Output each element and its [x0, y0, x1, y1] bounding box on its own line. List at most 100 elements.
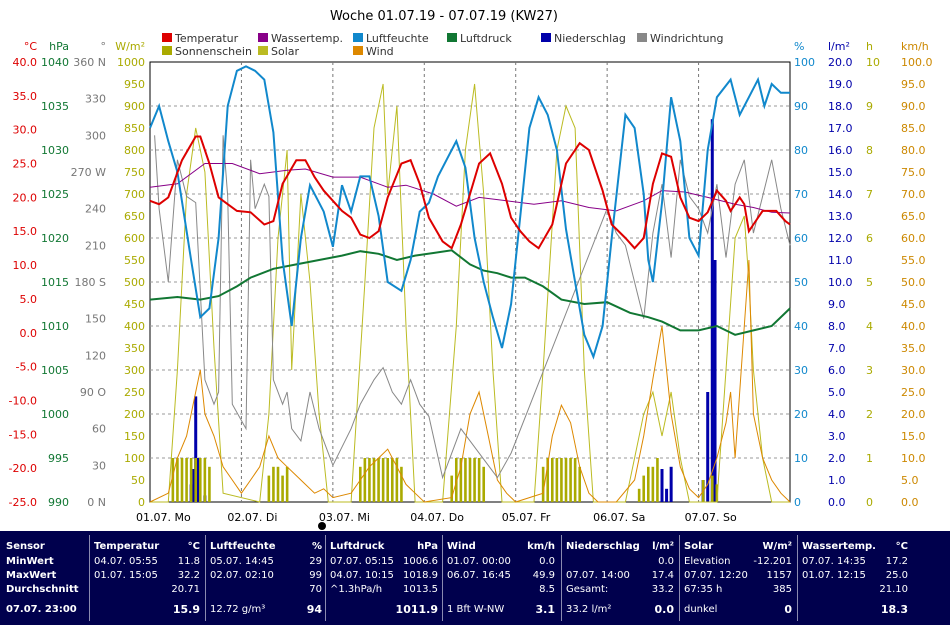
luftdruck-row-3-value: 1011.9 — [395, 603, 438, 616]
weather-chart: Woche 01.07.19 - 07.07.19 (KW27) Tempera… — [9, 9, 933, 530]
left-axis-tick-1-2: 1030 — [41, 144, 69, 157]
left-axis-tick-1-9: 995 — [48, 452, 69, 465]
temperatur-header: Temperatur — [94, 541, 160, 552]
panel-separator-solar — [679, 535, 680, 621]
right-axis-tick-0-3: 70 — [794, 188, 808, 201]
right-axis-tick-3-2: 90.0 — [901, 100, 926, 113]
left-axis-tick-1-3: 1025 — [41, 188, 69, 201]
left-axis-tick-3-8: 600 — [124, 232, 145, 245]
right-axis-tick-1-17: 3.0 — [828, 430, 846, 443]
left-axis-tick-1-6: 1010 — [41, 320, 69, 333]
left-axis-tick-3-14: 300 — [124, 364, 145, 377]
legend-swatch-5 — [637, 33, 647, 42]
legend-label-7: Solar — [271, 45, 300, 58]
panel-separator-temperatur — [89, 535, 90, 621]
bar-sonnenschein-33 — [546, 458, 550, 502]
x-label-0: 01.07. Mo — [136, 511, 191, 524]
right-axis-tick-3-3: 85.0 — [901, 122, 926, 135]
left-axis-tick-3-20: 0 — [138, 496, 145, 509]
wassertemp-column: Wassertemp. °C 07.07. 14:35 17.2 01.07. 12:1… — [802, 531, 908, 625]
solar-row-0-value: -12.201 — [753, 556, 792, 567]
temperatur-column: Temperatur °C 04.07. 05:55 11.8 01.07. 15:05… — [94, 531, 200, 625]
right-axis-tick-0-9: 10 — [794, 452, 808, 465]
panel-separator-wind — [442, 535, 443, 621]
left-axis-tick-3-5: 750 — [124, 166, 145, 179]
left-axis-tick-0-1: 35.0 — [13, 90, 38, 103]
wassertemp-row-0-value: 17.2 — [885, 556, 908, 567]
left-axis-tick-1-7: 1005 — [41, 364, 69, 377]
luftfeuchte-row-1-value: 99 — [309, 570, 322, 581]
bar-sonnenschein-18 — [377, 458, 380, 502]
left-axis-tick-3-3: 850 — [124, 122, 145, 135]
legend-label-5: Windrichtung — [650, 32, 723, 45]
bar-sonnenschein-39 — [573, 458, 577, 502]
luftdruck-header: Luftdruck — [330, 541, 385, 552]
solar-unit: W/m² — [762, 541, 792, 552]
right-axis-tick-1-11: 9.0 — [828, 298, 846, 311]
right-axis-tick-0-2: 80 — [794, 144, 808, 157]
right-axis-tick-1-16: 4.0 — [828, 408, 846, 421]
x-label-3: 04.07. Do — [410, 511, 464, 524]
bar-sonnenschein-22 — [395, 458, 399, 502]
bar-sonnenschein-23 — [400, 466, 403, 502]
bar-sonnenschein-6 — [198, 458, 202, 502]
bar-sonnenschein-8 — [208, 466, 211, 502]
bar-sonnenschein-37 — [564, 458, 568, 502]
left-axis-tick-0-0: 40.0 — [13, 56, 38, 69]
right-axis-tick-1-18: 2.0 — [828, 452, 846, 465]
left-axis-tick-3-18: 100 — [124, 452, 145, 465]
right-axis-tick-1-7: 13.0 — [828, 210, 853, 223]
bar-sonnenschein-35 — [555, 458, 559, 502]
right-axis-tick-2-7: 3 — [866, 364, 873, 377]
temperatur-row-0-label: 04.07. 05:55 — [94, 556, 158, 567]
sensor-row-avg: Durchschnitt — [6, 584, 79, 595]
left-axis-tick-2-4: 240 — [85, 203, 106, 216]
right-axis-tick-0-6: 40 — [794, 320, 808, 333]
bar-sonnenschein-36 — [560, 458, 563, 502]
bar-sonnenschein-30 — [477, 458, 481, 502]
bar-sonnenschein-3 — [185, 458, 188, 502]
bar-niederschlag-7 — [665, 488, 669, 502]
right-axis-tick-2-4: 6 — [866, 232, 873, 245]
left-axis-tick-1-5: 1015 — [41, 276, 69, 289]
right-axis-tick-1-10: 10.0 — [828, 276, 853, 289]
temperatur-row-3-value: 15.9 — [172, 603, 200, 616]
bar-sonnenschein-34 — [550, 458, 554, 502]
wind-row-1-label: 06.07. 16:45 — [447, 570, 511, 581]
niederschlag-row-2-label: Gesamt: — [566, 584, 609, 595]
right-axis-tick-2-9: 1 — [866, 452, 873, 465]
niederschlag-row-2-value: 33.2 — [651, 584, 674, 595]
wind-row-1-value: 49.9 — [532, 570, 555, 581]
wassertemp-unit: °C — [895, 541, 908, 552]
niederschlag-row-3-label: 33.2 l/m² — [566, 604, 612, 615]
bar-sonnenschein-41 — [637, 488, 641, 502]
line-luftfeuchte — [149, 65, 790, 360]
left-axis-tick-2-11: 30 — [92, 459, 106, 472]
solar-column: Solar W/m² Elevation -12.201 07.07. 12:20 115… — [684, 531, 792, 625]
panel-separator-wassertemp — [797, 535, 798, 621]
right-axis-tick-3-1: 95.0 — [901, 78, 926, 91]
solar-row-0-label: Elevation — [684, 556, 731, 567]
wassertemp-row-0-label: 07.07. 14:35 — [802, 556, 866, 567]
right-axis-tick-2-5: 5 — [866, 276, 873, 289]
solar-row-3-value: 0 — [784, 603, 792, 616]
bar-sonnenschein-43 — [646, 466, 650, 502]
bar-niederschlag-12 — [713, 260, 717, 502]
left-axis-tick-0-2: 30.0 — [13, 124, 38, 137]
left-axis-tick-1-10: 990 — [48, 496, 69, 509]
left-axis-tick-1-4: 1020 — [41, 232, 69, 245]
legend-swatch-1 — [258, 33, 268, 42]
left-axis-tick-0-11: -15.0 — [9, 428, 37, 441]
left-axis-tick-3-0: 1000 — [117, 56, 145, 69]
line-series — [149, 65, 791, 503]
bar-sonnenschein-14 — [358, 466, 362, 502]
niederschlag-column: Niederschlag l/m² 0.0 07.07. 14:00 17.4 Gesam… — [566, 531, 674, 625]
right-axis-unit-2: h — [866, 40, 873, 53]
right-axis-tick-3-6: 70.0 — [901, 188, 926, 201]
right-axis-tick-3-19: 5.0 — [901, 474, 919, 487]
left-axis-tick-3-2: 900 — [124, 100, 145, 113]
bar-niederschlag-10 — [706, 392, 710, 502]
right-axis-tick-3-20: 0.0 — [901, 496, 919, 509]
left-axis-tick-2-8: 120 — [85, 349, 106, 362]
bar-sonnenschein-7 — [203, 458, 207, 502]
